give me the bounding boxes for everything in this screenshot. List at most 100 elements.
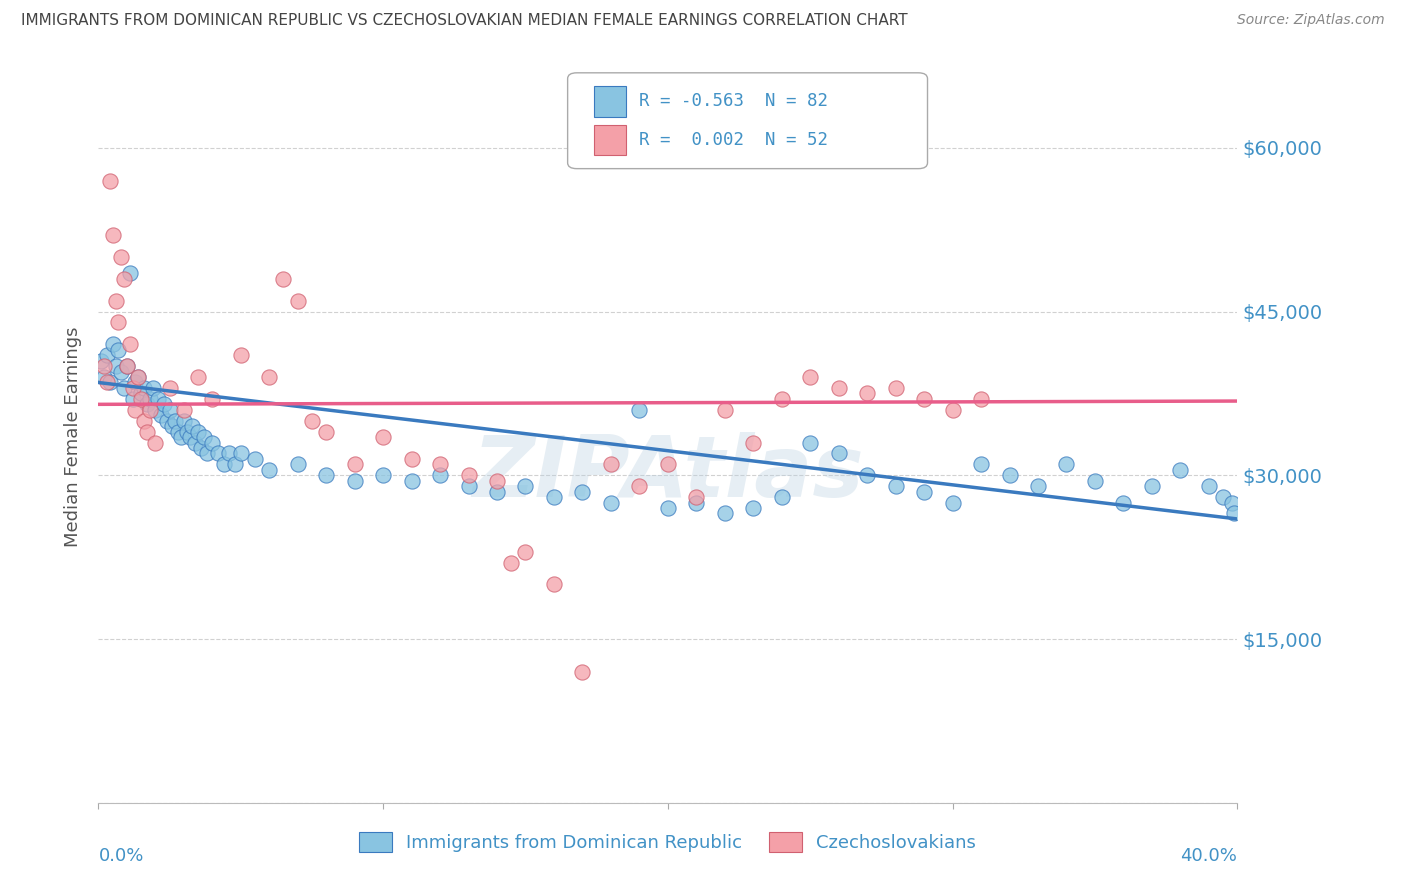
- Point: [121, 392, 143, 406]
- Point: [110, 250, 132, 264]
- Point: [118, 266, 141, 280]
- Point: [101, 337, 124, 351]
- Point: [184, 435, 207, 450]
- Point: [98, 376, 121, 390]
- Point: [628, 402, 651, 417]
- Point: [429, 458, 451, 472]
- Point: [770, 392, 793, 406]
- Point: [685, 490, 707, 504]
- Point: [207, 446, 229, 460]
- Point: [96, 348, 118, 362]
- Point: [970, 458, 993, 472]
- Point: [1198, 479, 1220, 493]
- Point: [287, 458, 309, 472]
- Point: [167, 425, 190, 439]
- Point: [229, 348, 252, 362]
- Point: [315, 468, 337, 483]
- Point: [145, 435, 167, 450]
- Point: [127, 370, 149, 384]
- Point: [1220, 495, 1243, 509]
- Point: [201, 392, 224, 406]
- Point: [884, 381, 907, 395]
- Point: [201, 435, 224, 450]
- Point: [179, 430, 201, 444]
- Text: 40.0%: 40.0%: [1181, 847, 1237, 864]
- Point: [373, 430, 395, 444]
- Point: [714, 402, 737, 417]
- Point: [714, 507, 737, 521]
- Point: [107, 315, 129, 329]
- Point: [107, 343, 129, 357]
- Point: [96, 376, 118, 390]
- Point: [124, 376, 146, 390]
- Point: [543, 577, 565, 591]
- Point: [129, 386, 152, 401]
- Point: [457, 479, 479, 493]
- Point: [657, 501, 679, 516]
- Point: [912, 392, 935, 406]
- Point: [1170, 463, 1192, 477]
- Point: [343, 458, 366, 472]
- Point: [115, 359, 138, 373]
- Point: [127, 370, 149, 384]
- Point: [162, 419, 184, 434]
- Point: [1223, 507, 1246, 521]
- Point: [115, 359, 138, 373]
- Point: [150, 409, 173, 423]
- Point: [129, 392, 152, 406]
- Point: [173, 402, 195, 417]
- Point: [121, 381, 143, 395]
- Point: [1084, 474, 1107, 488]
- Point: [90, 353, 112, 368]
- Point: [218, 446, 240, 460]
- Point: [571, 484, 593, 499]
- Point: [600, 458, 623, 472]
- Point: [942, 495, 965, 509]
- Point: [486, 484, 509, 499]
- Point: [1140, 479, 1163, 493]
- Point: [401, 474, 423, 488]
- FancyBboxPatch shape: [568, 73, 928, 169]
- Point: [165, 414, 187, 428]
- Point: [543, 490, 565, 504]
- Point: [112, 381, 135, 395]
- Text: ZIPAtlas: ZIPAtlas: [472, 432, 863, 516]
- Point: [159, 381, 181, 395]
- Point: [98, 173, 121, 187]
- Point: [998, 468, 1021, 483]
- Point: [315, 425, 337, 439]
- Point: [373, 468, 395, 483]
- Point: [135, 397, 157, 411]
- Point: [138, 402, 160, 417]
- Point: [884, 479, 907, 493]
- Point: [141, 381, 163, 395]
- Point: [942, 402, 965, 417]
- Point: [1112, 495, 1135, 509]
- Text: 0.0%: 0.0%: [98, 847, 143, 864]
- Point: [600, 495, 623, 509]
- Point: [486, 474, 509, 488]
- Point: [1056, 458, 1078, 472]
- Y-axis label: Median Female Earnings: Median Female Earnings: [65, 326, 83, 548]
- Point: [145, 402, 167, 417]
- Point: [273, 272, 295, 286]
- Point: [112, 272, 135, 286]
- Point: [118, 337, 141, 351]
- Point: [153, 397, 176, 411]
- Point: [501, 556, 523, 570]
- Point: [1026, 479, 1049, 493]
- Point: [742, 435, 765, 450]
- Point: [301, 414, 323, 428]
- Point: [856, 468, 879, 483]
- Point: [132, 414, 155, 428]
- Point: [176, 425, 198, 439]
- Point: [156, 414, 179, 428]
- Point: [970, 392, 993, 406]
- Text: R = -0.563  N = 82: R = -0.563 N = 82: [640, 93, 828, 111]
- Point: [401, 451, 423, 466]
- Point: [104, 359, 127, 373]
- Point: [571, 665, 593, 679]
- Point: [190, 441, 212, 455]
- Text: IMMIGRANTS FROM DOMINICAN REPUBLIC VS CZECHOSLOVAKIAN MEDIAN FEMALE EARNINGS COR: IMMIGRANTS FROM DOMINICAN REPUBLIC VS CZ…: [21, 13, 908, 29]
- Point: [657, 458, 679, 472]
